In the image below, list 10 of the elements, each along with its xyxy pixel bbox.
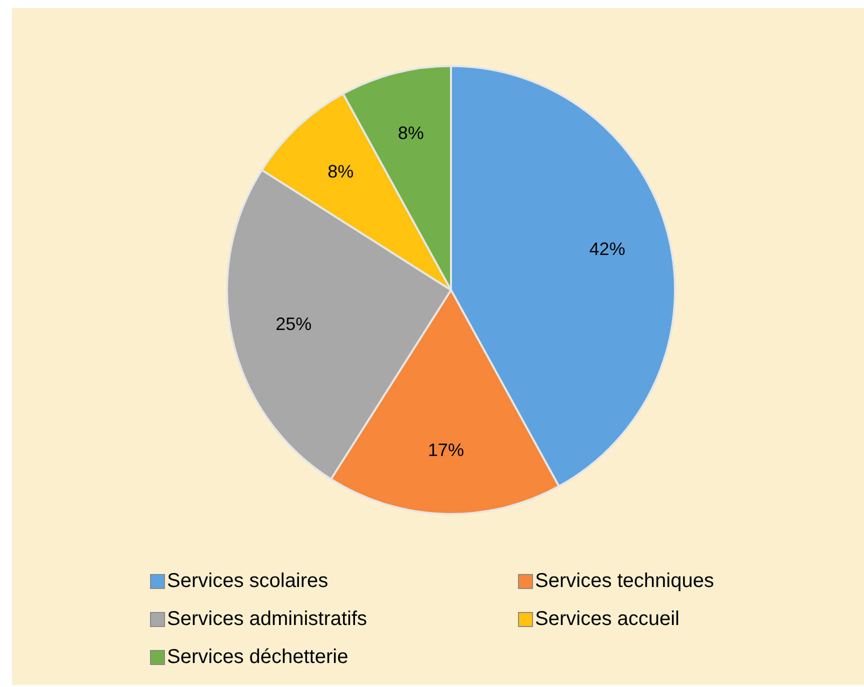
data-label: 42%: [589, 238, 626, 259]
data-label: 8%: [398, 122, 424, 143]
data-label: 25%: [276, 314, 312, 334]
legend-label: Services accueil: [535, 607, 680, 631]
legend-label: Services scolaires: [167, 569, 328, 593]
legend-label: Services techniques: [535, 569, 714, 593]
data-label: 8%: [328, 161, 354, 182]
legend-label: Services déchetterie: [167, 645, 348, 669]
legend-label: Services administratifs: [167, 607, 368, 631]
data-label: 17%: [428, 440, 464, 460]
